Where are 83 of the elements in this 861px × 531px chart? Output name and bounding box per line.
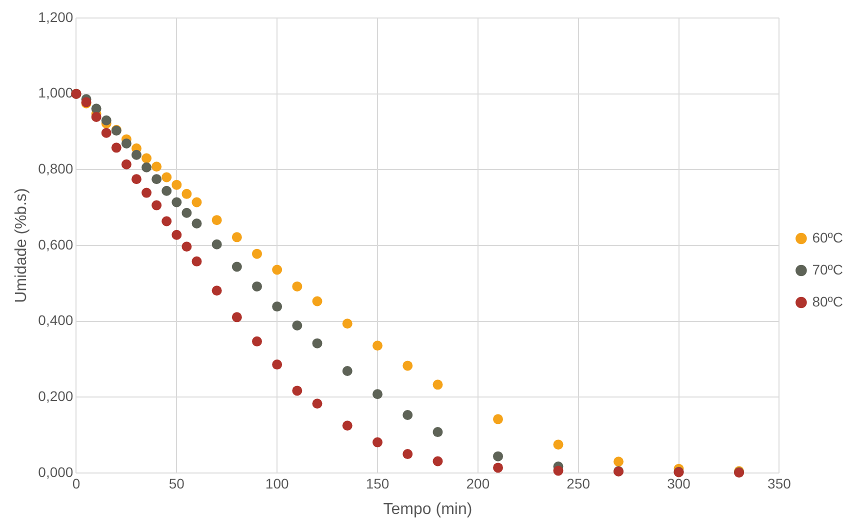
x-tick-label: 350 <box>768 475 792 492</box>
point <box>432 427 443 438</box>
point <box>402 410 413 420</box>
point <box>292 386 302 396</box>
point <box>172 230 182 240</box>
point <box>232 312 242 322</box>
point <box>342 366 352 376</box>
point <box>493 414 504 424</box>
point <box>232 262 242 272</box>
y-tick-label: 0,600 <box>38 236 74 252</box>
y-tick-label: 1,200 <box>38 8 74 25</box>
y-axis-title: Umidade (%b.s) <box>13 188 30 303</box>
point <box>553 466 564 476</box>
point <box>402 449 413 460</box>
point <box>312 338 322 348</box>
point <box>342 318 352 329</box>
x-tick-label: 200 <box>466 475 490 492</box>
y-tick-label: 0,800 <box>38 160 74 177</box>
x-axis-title: Tempo (min) <box>383 500 472 518</box>
point <box>432 456 443 466</box>
point <box>312 296 322 306</box>
point <box>192 197 202 208</box>
point <box>172 197 182 208</box>
x-tick-label: 0 <box>72 475 80 492</box>
point <box>121 138 132 149</box>
point <box>91 112 102 122</box>
point <box>614 456 624 467</box>
y-tick-label: 0,000 <box>38 464 74 480</box>
point <box>272 360 282 370</box>
x-tick-label: 150 <box>366 475 390 492</box>
point <box>192 218 202 229</box>
point <box>402 360 413 371</box>
point <box>142 162 152 172</box>
legend-label: 70ºC <box>812 261 843 278</box>
point <box>312 398 322 409</box>
point <box>292 320 302 331</box>
point <box>131 150 142 160</box>
point <box>372 340 383 351</box>
x-tick-label: 100 <box>265 475 289 492</box>
point <box>252 281 262 292</box>
point <box>101 115 112 126</box>
x-tick-label: 300 <box>667 475 691 492</box>
point <box>182 188 192 199</box>
point <box>272 302 282 312</box>
point <box>212 215 222 226</box>
point <box>101 128 112 138</box>
point <box>212 286 222 296</box>
point <box>142 153 152 164</box>
point <box>172 180 182 190</box>
point <box>372 437 383 448</box>
y-tick-label: 1,000 <box>38 84 74 101</box>
point <box>292 281 302 292</box>
point <box>162 186 172 196</box>
point <box>152 174 162 184</box>
point <box>232 232 242 242</box>
point <box>553 440 564 450</box>
y-tick-label: 0,200 <box>38 388 74 404</box>
point <box>252 336 262 346</box>
point <box>182 208 192 218</box>
point <box>493 451 504 462</box>
point <box>493 462 504 473</box>
point <box>252 248 262 259</box>
point <box>91 104 102 114</box>
x-tick-label: 50 <box>168 475 185 492</box>
legend-label: 80ºC <box>812 293 843 310</box>
point <box>162 172 172 182</box>
point <box>192 256 202 266</box>
point <box>131 174 142 184</box>
x-tick-label: 250 <box>566 475 590 492</box>
point <box>162 216 172 226</box>
y-tick-label: 0,400 <box>38 312 74 328</box>
point <box>111 142 122 153</box>
legend-label: 60ºC <box>812 229 843 246</box>
point <box>152 162 162 172</box>
point <box>212 239 222 250</box>
point <box>152 200 162 210</box>
point <box>272 264 282 275</box>
point <box>372 389 383 400</box>
point <box>121 159 132 170</box>
point <box>182 242 192 252</box>
point <box>342 420 352 431</box>
point <box>432 380 443 390</box>
point <box>142 188 152 198</box>
